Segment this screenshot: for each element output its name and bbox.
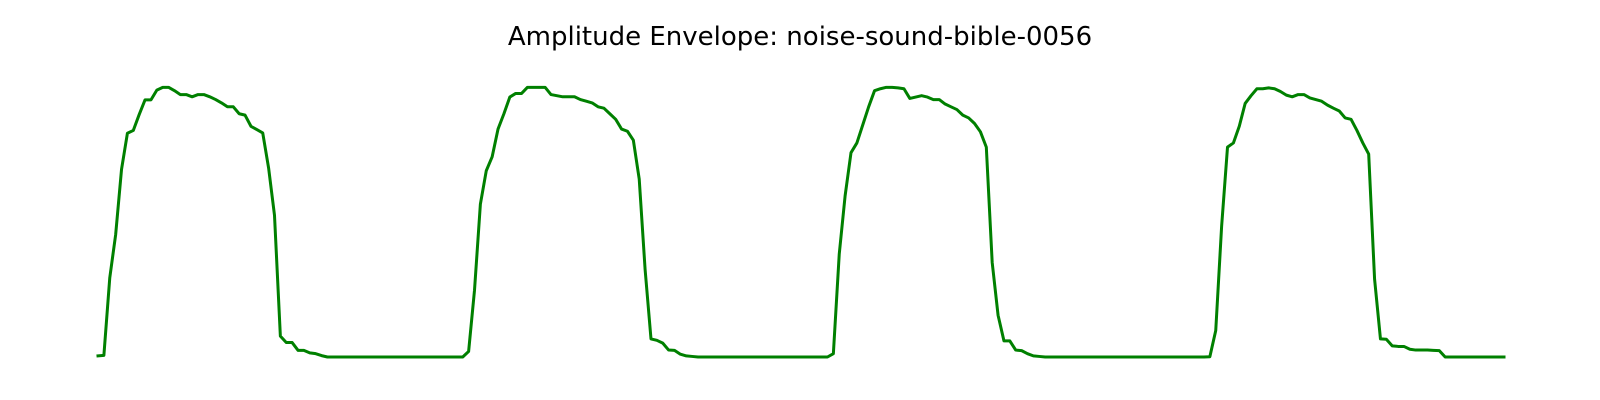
- series-layer: [96, 85, 1506, 359]
- envelope-series-line: [96, 85, 1506, 359]
- chart-title: Amplitude Envelope: noise-sound-bible-00…: [507, 22, 1093, 52]
